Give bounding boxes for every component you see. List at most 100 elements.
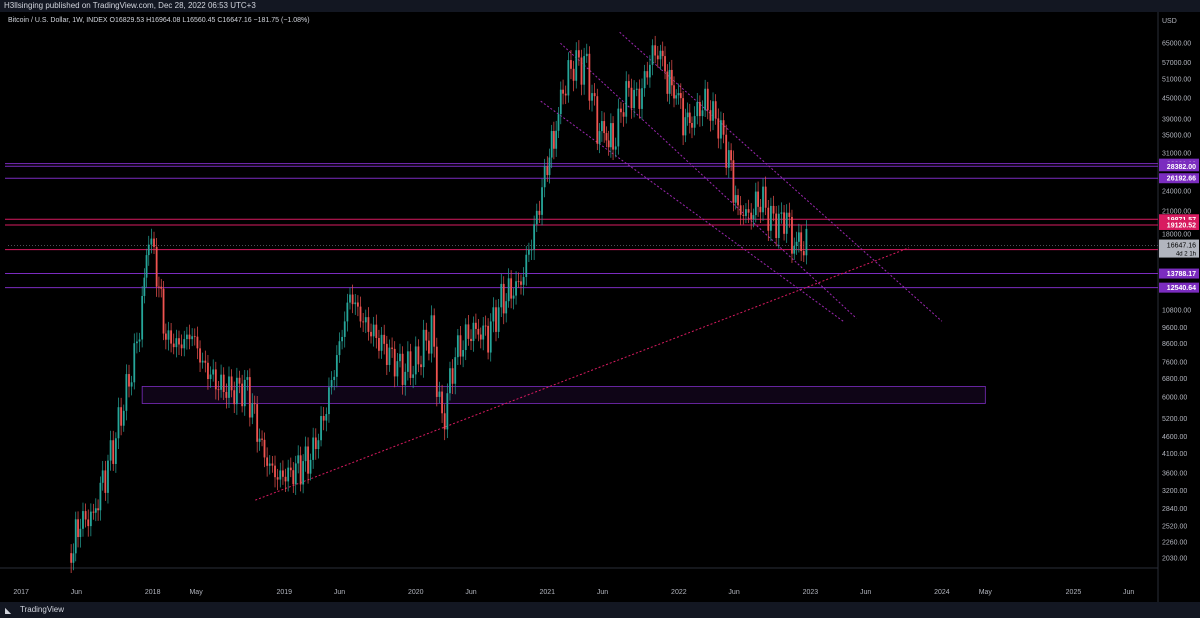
y-tick-label: 35000.00 <box>1162 133 1191 140</box>
candle-body <box>172 343 175 348</box>
candle-body <box>502 283 505 314</box>
candle-body <box>307 446 309 474</box>
candle-body <box>317 440 320 450</box>
trendline <box>255 247 910 501</box>
candle-body <box>454 357 457 384</box>
candle-body <box>193 336 196 338</box>
candle-body <box>122 410 125 426</box>
candle-body <box>535 210 538 225</box>
candle-body <box>635 88 638 90</box>
candle-body <box>167 330 170 340</box>
horizontal-levels <box>5 163 1158 289</box>
candle-body <box>228 376 230 398</box>
candle-body <box>527 249 530 255</box>
candle-body <box>654 45 657 56</box>
candle-body <box>164 333 167 340</box>
candle-body <box>309 459 312 474</box>
candle-body <box>155 246 158 287</box>
currency-label: USD <box>1162 18 1177 25</box>
candle-body <box>212 369 215 375</box>
candle-body <box>401 353 404 385</box>
candle-body <box>430 315 433 354</box>
candle-body <box>495 307 497 332</box>
candle-body <box>114 438 117 464</box>
y-tick-label: 9600.00 <box>1162 325 1187 332</box>
candle-body <box>441 391 443 414</box>
y-tick-label: 45000.00 <box>1162 95 1191 102</box>
candle-body <box>143 277 146 296</box>
y-tick-label: 24000.00 <box>1162 189 1191 196</box>
candle-body <box>605 133 608 141</box>
candle-body <box>709 110 712 121</box>
candle-body <box>266 457 269 466</box>
candle-body <box>515 281 517 296</box>
candle-body <box>338 341 341 356</box>
trendlines <box>255 31 943 501</box>
publish-bar: H3llsinging published on TradingView.com… <box>0 0 1200 12</box>
level-label: 28382.00 <box>1167 164 1196 171</box>
candle-body <box>406 351 409 372</box>
candle-body <box>438 391 441 397</box>
candle-body <box>585 53 588 57</box>
candle-body <box>130 382 133 387</box>
candle-body <box>133 343 136 383</box>
candle-body <box>414 346 417 375</box>
candle-body <box>256 404 259 442</box>
x-tick-label: 2021 <box>540 589 556 596</box>
candle-body <box>464 324 467 351</box>
candle-body <box>562 89 564 94</box>
candle-body <box>627 81 630 88</box>
candle-body <box>492 307 495 322</box>
candle-body <box>251 403 254 418</box>
candle-body <box>222 374 225 392</box>
candle-body <box>183 339 186 349</box>
candle-body <box>274 465 276 478</box>
footer-brand: TradingView <box>20 605 65 614</box>
candle-body <box>241 383 244 407</box>
x-tick-label: 2025 <box>1066 589 1082 596</box>
candle-body <box>209 374 212 380</box>
tradingview-logo-icon: ◣ <box>5 606 12 615</box>
x-tick-label: Jun <box>334 589 345 596</box>
candle-body <box>646 71 649 78</box>
candle-body <box>467 324 470 339</box>
x-tick-label: Jun <box>860 589 871 596</box>
candle-body <box>325 414 328 421</box>
candle-body <box>412 374 415 378</box>
current-price-label: 16647.16 <box>1167 243 1196 250</box>
x-tick-label: 2018 <box>145 589 161 596</box>
candle-body <box>322 416 325 421</box>
support-zone <box>141 386 986 404</box>
candle-body <box>220 374 222 390</box>
candle-body <box>446 393 449 430</box>
candle-body <box>742 214 745 216</box>
current-price-box <box>1159 239 1199 258</box>
candle-body <box>104 470 107 493</box>
candle-body <box>482 325 485 340</box>
candle-body <box>89 511 92 527</box>
y-tick-label: 2840.00 <box>1162 506 1187 513</box>
candle-body <box>638 88 641 109</box>
candle-body <box>276 477 279 480</box>
x-tick-label: May <box>189 589 203 596</box>
x-tick-label: May <box>979 589 993 596</box>
y-tick-label: 21000.00 <box>1162 209 1191 216</box>
candle-body <box>614 146 617 150</box>
candle-body <box>688 112 691 123</box>
level-labels: 28891.1028382.0026192.6619871.5719120.52… <box>1159 158 1199 293</box>
candle-body <box>150 238 153 245</box>
candle-body <box>757 191 759 207</box>
candle-body <box>399 353 401 362</box>
candle-body <box>500 283 503 308</box>
candle-body <box>263 439 266 458</box>
candle-body <box>525 254 528 278</box>
level-label-box <box>1159 161 1199 172</box>
candle-body <box>474 322 477 329</box>
y-tick-label: 18000.00 <box>1162 231 1191 238</box>
y-tick-label: 2260.00 <box>1162 540 1187 547</box>
candle-body <box>543 166 546 188</box>
candle-body <box>101 470 104 483</box>
candle-body <box>572 68 575 81</box>
candle-body <box>162 288 165 334</box>
